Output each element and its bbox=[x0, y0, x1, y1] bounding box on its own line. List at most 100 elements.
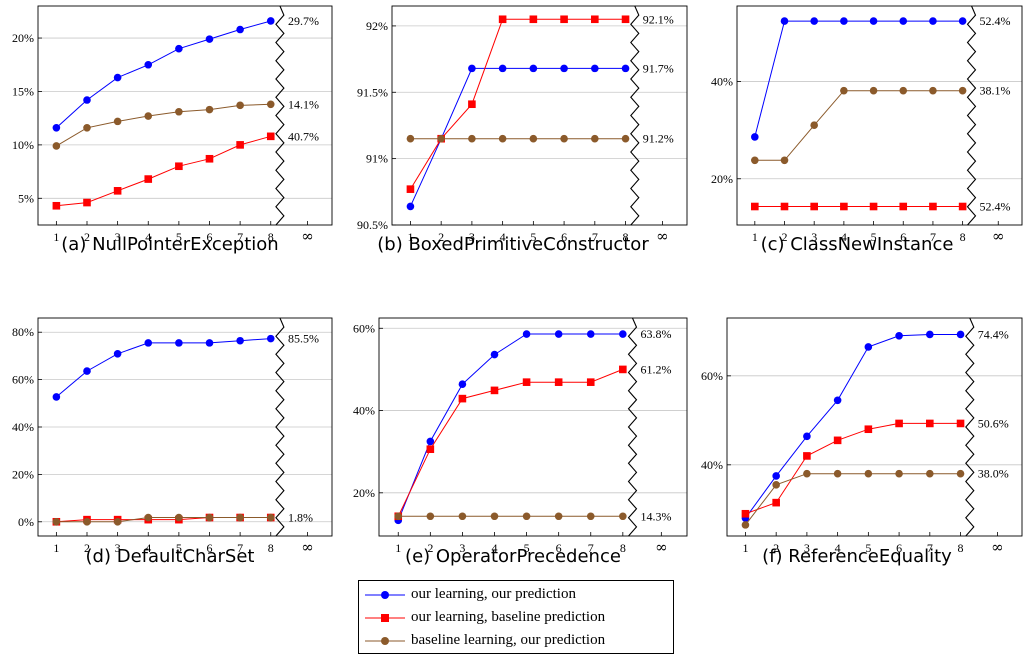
data-point bbox=[113, 117, 122, 126]
chart-panel-1: 5% 10% 15% 20% 1 2 3 4 5 6 7 8 ∞ 29.7% 14.1% 40.7% bbox=[12, 5, 333, 245]
plot-frame bbox=[391, 5, 688, 226]
axis-break-zigzag bbox=[630, 5, 640, 226]
y-tick-label: 5% bbox=[18, 191, 34, 205]
data-point bbox=[175, 513, 183, 522]
series-line-1 bbox=[744, 334, 961, 519]
data-point bbox=[52, 517, 61, 526]
legend-item-blue: our learning, our prediction bbox=[359, 584, 673, 606]
caption-d: (d) DefaultCharSet bbox=[85, 546, 255, 567]
x-tick-label: 4 bbox=[145, 541, 151, 555]
data-point bbox=[751, 133, 759, 141]
axis-break-zigzag bbox=[275, 317, 285, 537]
legend-label: baseline learning, our prediction bbox=[411, 632, 606, 648]
data-point bbox=[810, 17, 818, 25]
data-point bbox=[780, 17, 789, 25]
chart-panel-6: 40% 60% 1 2 3 4 5 6 7 8 ∞ 74.4% 50.6% 38.0% bbox=[701, 317, 1023, 556]
x-tick-label: 8 bbox=[960, 230, 966, 244]
caption-a: (a) NullPointerException bbox=[61, 234, 279, 255]
data-point bbox=[426, 445, 435, 454]
data-point bbox=[529, 134, 538, 143]
data-point bbox=[426, 437, 435, 446]
data-point bbox=[490, 386, 499, 395]
data-point bbox=[394, 512, 403, 521]
x-tick-label-infinity: ∞ bbox=[656, 227, 669, 245]
series-line-2 bbox=[745, 422, 961, 515]
data-point bbox=[929, 202, 937, 211]
data-point bbox=[175, 339, 183, 347]
data-point bbox=[498, 15, 507, 24]
data-point bbox=[956, 330, 965, 339]
series-line-1 bbox=[409, 67, 626, 207]
data-point bbox=[810, 121, 818, 130]
data-point bbox=[458, 394, 467, 403]
x-tick-label: 4 bbox=[145, 230, 151, 244]
x-tick-label: 1 bbox=[742, 541, 748, 555]
y-tick-label: 20% bbox=[353, 486, 375, 500]
data-point bbox=[895, 419, 903, 428]
data-point bbox=[83, 96, 91, 104]
x-tick-label: 3 bbox=[811, 230, 817, 244]
y-tick-label: 20% bbox=[12, 31, 34, 45]
data-point bbox=[426, 512, 435, 521]
data-point bbox=[803, 432, 811, 441]
data-point bbox=[869, 17, 878, 25]
data-point bbox=[869, 202, 878, 211]
x-tick-label: 7 bbox=[930, 230, 936, 244]
data-point bbox=[490, 512, 499, 521]
data-point bbox=[956, 419, 965, 428]
x-tick-label: 2 bbox=[773, 541, 779, 555]
data-point bbox=[406, 134, 415, 143]
limit-label: 50.6% bbox=[978, 416, 1009, 430]
x-tick-label: 1 bbox=[53, 230, 59, 244]
data-point bbox=[144, 175, 153, 183]
data-point bbox=[833, 469, 842, 478]
data-point bbox=[144, 513, 153, 522]
x-tick-label: 2 bbox=[782, 230, 788, 244]
plot-frame bbox=[37, 317, 333, 537]
data-point bbox=[833, 436, 842, 445]
data-point bbox=[895, 469, 903, 478]
data-point bbox=[52, 142, 61, 150]
axis-break-zigzag bbox=[627, 317, 638, 537]
plot-frame bbox=[378, 317, 688, 537]
data-point bbox=[864, 469, 873, 478]
plot-frame bbox=[726, 317, 1023, 537]
series-line-2 bbox=[397, 368, 623, 517]
data-point bbox=[266, 334, 275, 343]
caption-f: (f) ReferenceEquality bbox=[762, 546, 952, 567]
y-tick-label: 60% bbox=[353, 321, 375, 335]
x-tick-label-infinity: ∞ bbox=[991, 538, 1004, 556]
data-point bbox=[205, 339, 214, 347]
x-tick-label: 5 bbox=[530, 230, 536, 244]
data-point bbox=[803, 469, 811, 478]
caption-c: (c) ClassNewInstance bbox=[760, 234, 954, 255]
y-tick-label: 40% bbox=[711, 74, 733, 88]
x-tick-label: 5 bbox=[524, 541, 530, 555]
data-point bbox=[205, 105, 214, 114]
caption-e: (e) OperatorPrecedence bbox=[405, 546, 621, 567]
limit-label: 1.8% bbox=[288, 511, 313, 525]
data-point bbox=[554, 512, 563, 521]
data-point bbox=[741, 509, 750, 518]
limit-label: 38.0% bbox=[978, 467, 1009, 481]
y-tick-label: 40% bbox=[353, 404, 375, 418]
x-tick-label: 6 bbox=[556, 541, 562, 555]
x-tick-label: 4 bbox=[500, 230, 506, 244]
data-point bbox=[958, 202, 967, 211]
data-point bbox=[560, 64, 568, 73]
data-point bbox=[83, 367, 91, 375]
x-tick-label: 8 bbox=[620, 541, 626, 555]
x-tick-label-infinity: ∞ bbox=[301, 227, 314, 245]
series-line-2 bbox=[56, 135, 271, 207]
y-tick-label: 20% bbox=[711, 172, 733, 186]
series-line-3 bbox=[745, 473, 961, 526]
chart-panel-4: 0% 20% 40% 60% 80% 1 2 3 4 5 6 7 8 ∞ 85.5% 1.8% bbox=[12, 317, 333, 556]
data-point bbox=[741, 521, 750, 529]
x-tick-label: 5 bbox=[871, 230, 877, 244]
limit-label: 14.3% bbox=[640, 509, 671, 523]
x-tick-label: 6 bbox=[896, 541, 902, 555]
series-line-3 bbox=[56, 517, 271, 523]
data-point bbox=[175, 107, 183, 116]
data-point bbox=[899, 17, 908, 25]
data-point bbox=[751, 156, 759, 165]
